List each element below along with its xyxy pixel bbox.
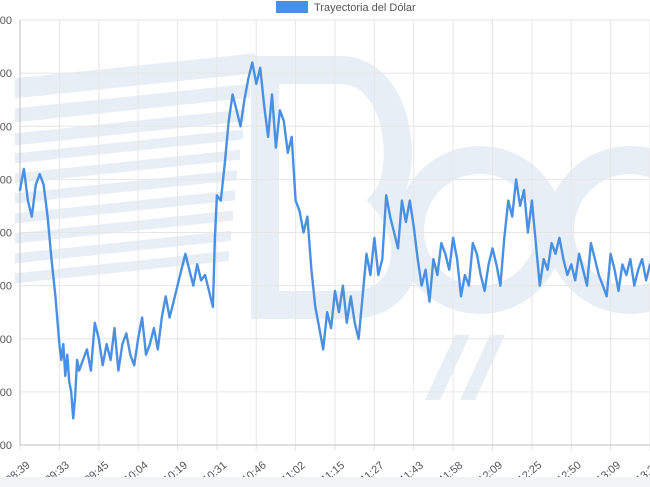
watermark-stripe xyxy=(15,53,255,99)
y-tick-label: 00 xyxy=(0,174,12,186)
y-axis-ticks: 00 00 00 00 00 00 00 00 00 xyxy=(0,15,12,452)
y-tick-label: 00 xyxy=(0,15,12,27)
y-tick-label: 00 xyxy=(0,121,12,133)
series xyxy=(18,61,650,420)
series-line xyxy=(18,61,650,420)
watermark-stripe xyxy=(15,149,240,184)
axes xyxy=(19,20,650,446)
y-tick-label: 00 xyxy=(0,387,12,399)
y-tick-label: 00 xyxy=(0,228,12,240)
watermark-stripe xyxy=(15,109,245,146)
legend-label[interactable]: Trayectoria del Dólar xyxy=(314,2,416,14)
watermark-stripe xyxy=(15,210,233,244)
y-tick-label: 00 xyxy=(0,68,12,80)
legend-swatch[interactable] xyxy=(276,1,308,13)
watermark-stripe xyxy=(15,190,235,224)
watermark-stripe xyxy=(15,129,243,164)
scroll-strip xyxy=(0,477,650,487)
watermark-stripe xyxy=(15,250,229,284)
legend[interactable]: Trayectoria del Dólar xyxy=(276,1,416,14)
watermark-letter-c xyxy=(546,146,650,314)
watermark-nasdaq-mark xyxy=(425,335,505,400)
watermark-stripe xyxy=(15,83,250,123)
watermark-logo xyxy=(15,53,650,400)
y-tick-label: 00 xyxy=(0,440,12,452)
grid-lines xyxy=(19,19,650,451)
watermark-stripe xyxy=(15,170,237,204)
y-tick-label: 00 xyxy=(0,281,12,293)
y-tick-label: 00 xyxy=(0,334,12,346)
